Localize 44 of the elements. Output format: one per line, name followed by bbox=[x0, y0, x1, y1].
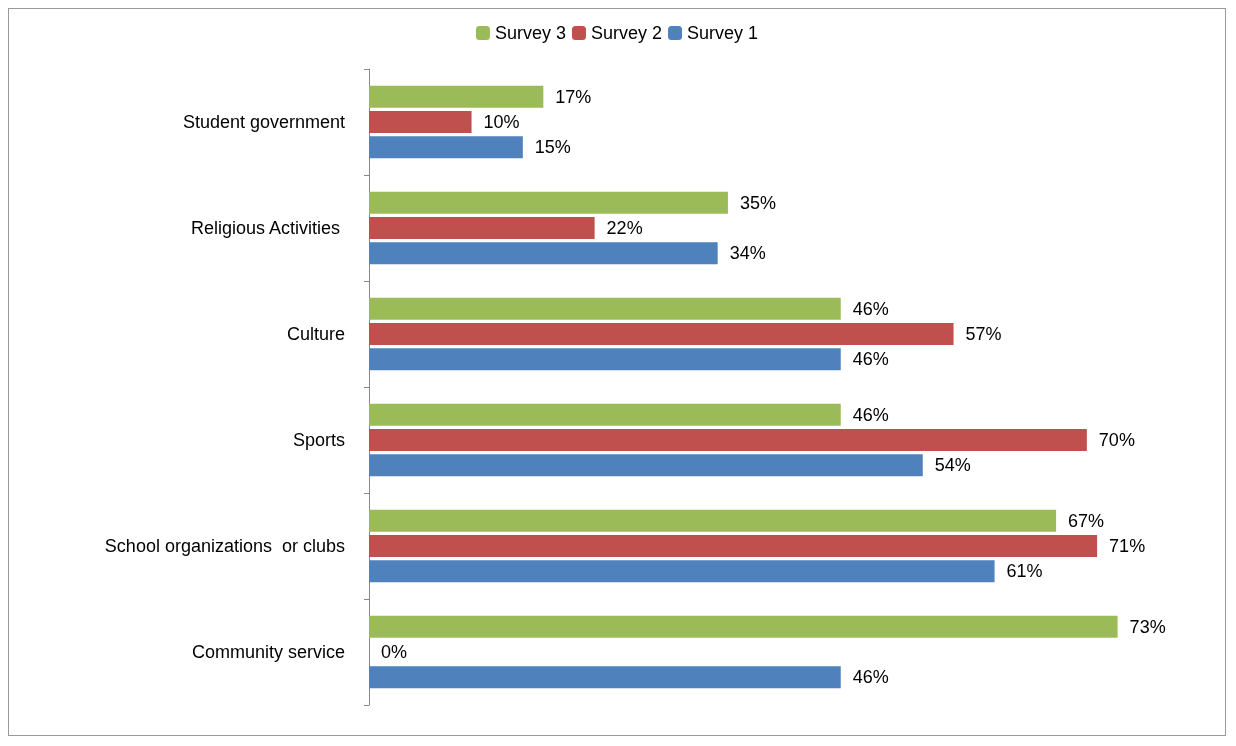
bar bbox=[369, 111, 472, 133]
data-label: 61% bbox=[1006, 561, 1043, 582]
bar bbox=[369, 560, 995, 583]
data-label: 46% bbox=[852, 404, 889, 425]
data-label: 34% bbox=[729, 243, 766, 264]
bar bbox=[369, 323, 954, 345]
bar bbox=[369, 666, 841, 689]
bar bbox=[369, 429, 1087, 451]
bar bbox=[369, 85, 544, 108]
data-label: 46% bbox=[852, 298, 889, 319]
data-label: 15% bbox=[534, 137, 571, 158]
data-label: 73% bbox=[1129, 616, 1166, 637]
data-label: 57% bbox=[965, 324, 1002, 344]
bar bbox=[369, 348, 841, 371]
data-label: 67% bbox=[1068, 510, 1105, 531]
data-label: 0% bbox=[381, 642, 408, 662]
data-label: 70% bbox=[1098, 430, 1135, 450]
y-tick-label: School organizations or clubs bbox=[104, 536, 345, 556]
bar bbox=[369, 454, 923, 477]
bar bbox=[369, 242, 718, 265]
bar bbox=[369, 191, 728, 214]
legend-label: Survey 2 bbox=[590, 23, 663, 43]
legend-label: Survey 1 bbox=[687, 23, 759, 43]
data-label: 17% bbox=[555, 86, 592, 107]
y-tick-label: Student government bbox=[182, 112, 345, 132]
data-label: 46% bbox=[852, 349, 889, 370]
bar bbox=[369, 615, 1118, 638]
y-tick-label: Sports bbox=[292, 430, 345, 450]
data-label: 54% bbox=[934, 455, 971, 476]
data-label: 35% bbox=[739, 192, 776, 213]
data-label: 46% bbox=[852, 667, 889, 688]
bar bbox=[369, 136, 523, 159]
data-label: 10% bbox=[483, 112, 520, 132]
data-label: 71% bbox=[1109, 536, 1146, 556]
y-tick-label: Religious Activities bbox=[190, 218, 345, 238]
legend-label: Survey 3 bbox=[494, 23, 566, 43]
bar bbox=[369, 509, 1057, 532]
bar bbox=[369, 403, 841, 426]
bar bbox=[369, 297, 841, 320]
bar bbox=[369, 217, 595, 239]
y-tick-label: Community service bbox=[191, 642, 345, 662]
data-label: 22% bbox=[606, 218, 643, 238]
y-tick-label: Culture bbox=[286, 324, 345, 344]
bar bbox=[369, 535, 1098, 557]
